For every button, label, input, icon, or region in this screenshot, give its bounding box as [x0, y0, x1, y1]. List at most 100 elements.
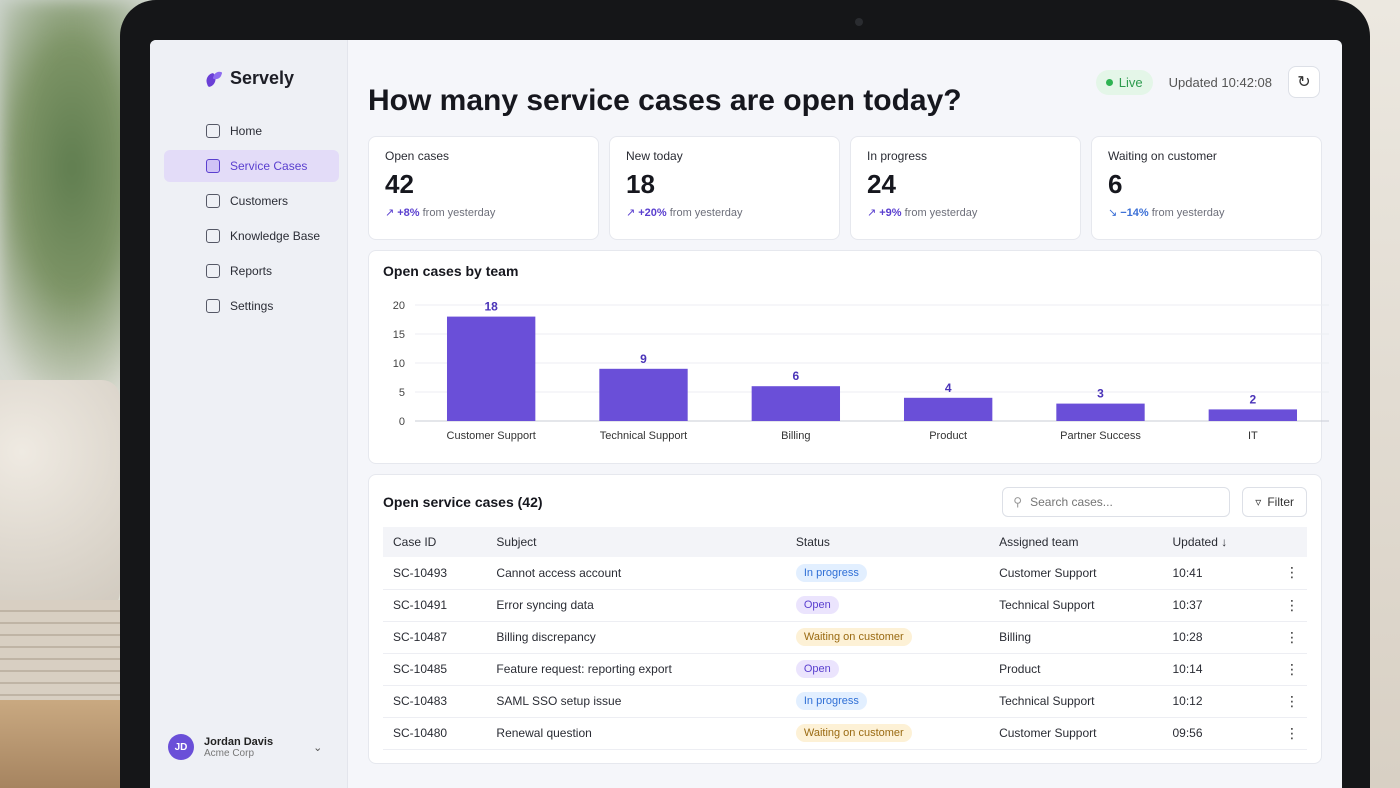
sidebar-item-customers[interactable]: Customers	[164, 185, 339, 217]
chevron-down-icon[interactable]: ⌄	[313, 741, 323, 754]
row-menu-icon[interactable]: ⋮	[1267, 621, 1307, 654]
table-row[interactable]: SC-10485 Feature request: reporting expor…	[383, 653, 1307, 686]
case-status: In progress	[785, 557, 990, 590]
table-row[interactable]: SC-10491 Error syncing data Open Technical …	[383, 589, 1307, 622]
filter-icon: ▿	[1255, 495, 1262, 509]
kpi-row: Open cases 42 ↗ +8% from yesterday New today…	[368, 136, 1322, 240]
case-subject: Billing discrepancy	[486, 621, 786, 654]
kpi-card: In progress 24 ↗ +9% from yesterday	[850, 136, 1081, 240]
case-id[interactable]: SC-10493	[383, 557, 487, 590]
chart-card: Open cases by team 0 5 10 15 20 18 Customer Su…	[368, 250, 1329, 464]
chart-icon	[206, 264, 220, 278]
table-row[interactable]: SC-10480 Renewal question Waiting on custo…	[383, 717, 1307, 750]
refresh-button[interactable]: ↻	[1288, 66, 1320, 98]
case-team: Technical Support	[989, 685, 1163, 718]
sidebar-item-reports[interactable]: Reports	[164, 255, 339, 287]
users-icon	[206, 194, 220, 208]
column-header[interactable]: Subject	[486, 527, 786, 557]
case-id[interactable]: SC-10487	[383, 621, 487, 654]
case-id[interactable]: SC-10483	[383, 685, 487, 718]
arrow-up-icon: ↗	[385, 207, 395, 219]
avatar: JD	[168, 734, 194, 760]
sidebar-item-home[interactable]: Home	[164, 115, 339, 147]
sidebar-item-label: Service Cases	[230, 159, 308, 173]
table-row[interactable]: SC-10487 Billing discrepancy Waiting on cu…	[383, 621, 1307, 654]
bar-value-label: 18	[484, 300, 498, 314]
kpi-change-pct: −14%	[1120, 207, 1149, 219]
column-header[interactable]: Assigned team	[989, 527, 1163, 557]
brand[interactable]: Servely	[206, 68, 339, 89]
sidebar: Servely Home Service Cases Customers Knowle…	[150, 40, 348, 788]
live-badge: Live	[1095, 69, 1153, 95]
case-team: Customer Support	[989, 717, 1163, 750]
kpi-change: ↗ +8% from yesterday	[385, 206, 582, 219]
search-input[interactable]	[1030, 495, 1211, 509]
refresh-icon: ↻	[1297, 74, 1311, 91]
table-header-row: Case ID Subject Status Assigned team Updated…	[383, 527, 1307, 557]
y-tick-label: 0	[399, 416, 405, 428]
kpi-value: 24	[867, 169, 896, 199]
home-icon	[206, 124, 220, 138]
case-subject: Error syncing data	[486, 589, 786, 622]
brand-name: Servely	[230, 68, 295, 88]
bar-value-label: 6	[792, 369, 799, 383]
bar-value-label: 3	[1097, 387, 1104, 401]
table-row[interactable]: SC-10483 SAML SSO setup issue In progress T…	[383, 685, 1307, 718]
table-row[interactable]: SC-10493 Cannot access account In progress…	[383, 557, 1307, 590]
sidebar-item-label: Settings	[230, 299, 274, 313]
bar[interactable]	[903, 397, 993, 421]
bar-chart: 0 5 10 15 20 18 Customer Support 9 Technical Sup…	[393, 300, 1329, 442]
kpi-value: 18	[626, 169, 655, 199]
search-icon: ⚲	[1013, 495, 1023, 509]
table-tools: ⚲ ▿ Filter	[1002, 487, 1307, 517]
filter-label: Filter	[1267, 495, 1294, 509]
search-box[interactable]: ⚲	[1002, 487, 1231, 517]
arrow-up-icon: ↗	[867, 207, 877, 219]
row-menu-icon[interactable]: ⋮	[1267, 717, 1307, 750]
case-team: Billing	[989, 621, 1163, 654]
y-tick-label: 10	[393, 358, 405, 370]
bar[interactable]	[446, 316, 536, 421]
row-menu-icon[interactable]: ⋮	[1267, 589, 1307, 622]
user-menu[interactable]: JD Jordan Davis Acme Corp ⌄	[168, 734, 322, 760]
row-menu-icon[interactable]: ⋮	[1267, 685, 1307, 718]
category-label: Partner Success	[1060, 430, 1141, 442]
filter-button[interactable]: ▿ Filter	[1242, 487, 1307, 517]
sidebar-item-label: Customers	[230, 194, 289, 208]
bar[interactable]	[599, 368, 688, 421]
row-menu-icon[interactable]: ⋮	[1267, 557, 1307, 590]
bar[interactable]	[1208, 409, 1298, 421]
bar[interactable]	[1056, 403, 1145, 421]
gear-icon	[206, 299, 220, 313]
case-updated: 10:12	[1162, 685, 1267, 718]
column-header[interactable]: Case ID	[383, 527, 487, 557]
column-header[interactable]: Status	[785, 527, 990, 557]
case-id[interactable]: SC-10491	[383, 589, 487, 622]
bar[interactable]	[751, 386, 841, 421]
sidebar-item-service-cases[interactable]: Service Cases	[164, 150, 339, 182]
row-menu-icon[interactable]: ⋮	[1267, 653, 1307, 686]
sidebar-item-settings[interactable]: Settings	[164, 290, 339, 322]
status-badge: In progress	[795, 563, 867, 582]
main-content: Live Updated 10:42:08 ↻ How many service…	[348, 40, 1342, 788]
y-tick-label: 20	[393, 300, 405, 312]
kpi-change-pct: +8%	[397, 207, 420, 219]
table-body: SC-10493 Cannot access account In progress…	[383, 557, 1307, 750]
case-id[interactable]: SC-10485	[383, 653, 487, 686]
sidebar-item-knowledge-base[interactable]: Knowledge Base	[164, 220, 339, 252]
live-dot-icon	[1105, 78, 1113, 86]
category-label: Billing	[781, 430, 810, 442]
status-badge: In progress	[795, 692, 867, 710]
sidebar-item-label: Reports	[230, 264, 273, 278]
updated-timestamp: Updated 10:42:08	[1168, 74, 1272, 90]
kpi-label: Open cases	[385, 149, 450, 163]
case-status: Open	[785, 589, 990, 622]
column-header-actions	[1267, 527, 1307, 557]
column-header[interactable]: Updated ↓	[1162, 527, 1267, 557]
cases-icon	[206, 159, 220, 173]
bar-value-label: 2	[1249, 392, 1256, 406]
case-id[interactable]: SC-10480	[383, 717, 487, 750]
user-org: Acme Corp	[204, 747, 255, 759]
category-label: Product	[929, 430, 967, 442]
case-subject: Feature request: reporting export	[486, 653, 786, 686]
